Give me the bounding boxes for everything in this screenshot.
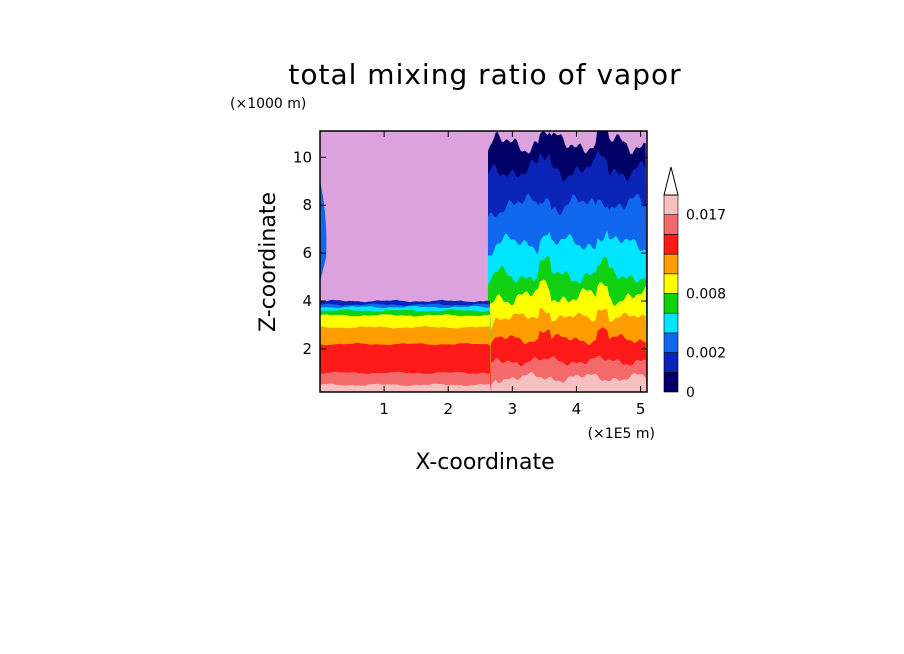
plot-frame [319, 130, 648, 393]
colorbar-extend-arrow [663, 166, 679, 196]
colorbar-swatch [663, 234, 679, 255]
y-axis: 2 4 6 8 10 [293, 148, 647, 358]
left-edge-moist-strip [320, 181, 327, 282]
colorbar-swatch [663, 273, 679, 294]
y-tick-label: 4 [302, 292, 312, 310]
contour-fields [320, 131, 647, 392]
y-tick-label: 10 [293, 148, 312, 166]
y-tick-label: 6 [302, 244, 312, 262]
y-tick-label: 2 [302, 340, 312, 358]
y-tick-label: 8 [302, 196, 312, 214]
y-axis-title: Z-coordinate [256, 192, 281, 332]
contour-band-convective-10 [487, 372, 647, 392]
colorbar-swatch [663, 371, 679, 393]
colorbar: 0 0.002 0.008 0.017 [663, 166, 726, 401]
colorbar-swatch [663, 312, 679, 334]
colorbar-label: 0.017 [686, 208, 726, 224]
colorbar-swatch [663, 332, 679, 353]
x-tick-label: 1 [379, 400, 389, 418]
y-unit-label: (×1000 m) [230, 96, 306, 112]
colorbar-label: 0 [686, 385, 695, 401]
x-tick-label: 5 [636, 400, 646, 418]
x-unit-label: (×1E5 m) [588, 426, 655, 442]
x-tick-label: 2 [443, 400, 453, 418]
plot-area [319, 130, 648, 393]
colorbar-swatch [663, 214, 679, 235]
chart-title: total mixing ratio of vapor [288, 58, 681, 91]
colorbar-label: 0.008 [686, 287, 726, 303]
colorbar-swatch [663, 253, 679, 275]
x-axis: 1 2 3 4 5 [379, 131, 645, 418]
colorbar-swatch [663, 293, 679, 314]
colorbar-label: 0.002 [686, 346, 726, 362]
colorbar-swatch [663, 194, 679, 216]
x-axis-title: X-coordinate [415, 450, 554, 475]
x-tick-label: 4 [572, 400, 582, 418]
x-tick-label: 3 [508, 400, 518, 418]
colorbar-swatch [663, 352, 679, 373]
